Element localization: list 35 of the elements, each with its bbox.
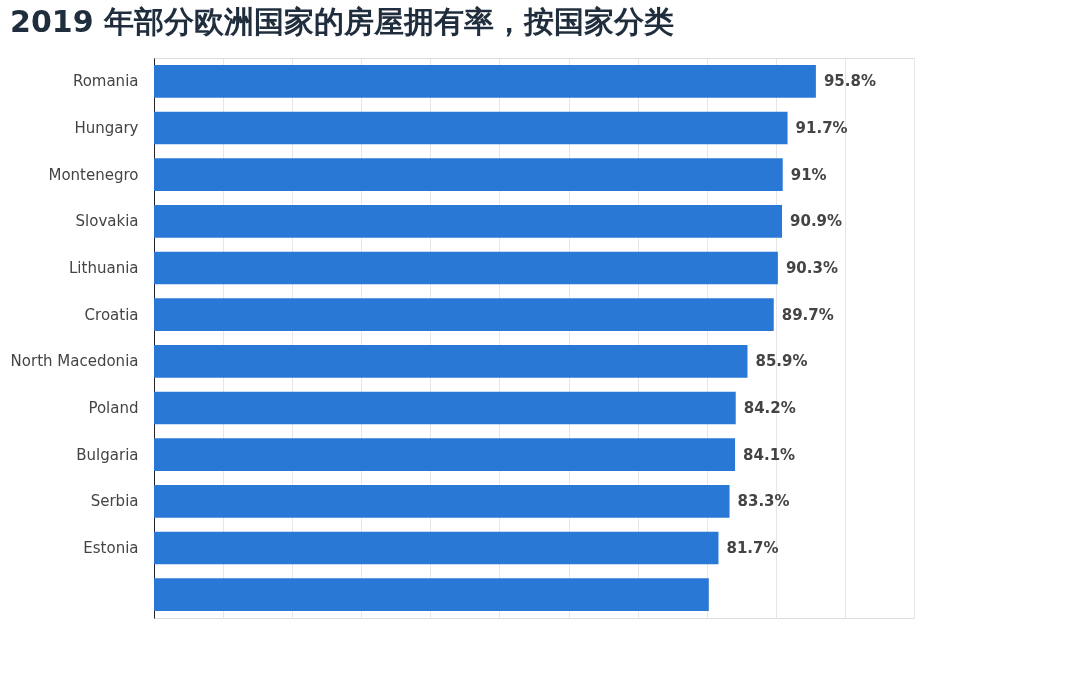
y-tick-label: Estonia [83, 539, 139, 557]
data-label: 84.1% [743, 445, 796, 464]
data-label: 81.7% [726, 539, 779, 557]
bar [154, 111, 788, 145]
bar [154, 251, 778, 285]
y-tick-label: Romania [72, 72, 139, 91]
data-label: 85.9% [755, 352, 808, 371]
data-label: 90.9% [790, 212, 843, 231]
y-tick-label: Hungary [74, 119, 139, 137]
bar [154, 531, 719, 565]
bar [154, 205, 783, 238]
bar [154, 298, 774, 331]
data-label: 89.7% [781, 305, 834, 324]
y-tick-label: Bulgaria [76, 445, 139, 464]
chart-title: 2019 年部分欧洲国家的房屋拥有率，按国家分类 [10, 4, 675, 39]
y-tick-label: Poland [88, 399, 139, 417]
y-tick-label: Lithuania [69, 259, 139, 277]
data-label: 84.2% [743, 399, 796, 417]
data-label: 95.8% [823, 72, 876, 91]
data-label: 91.7% [795, 119, 848, 137]
y-tick-label: Montenegro [48, 165, 139, 184]
data-label: 83.3% [737, 492, 790, 511]
data-label: 91% [790, 165, 827, 184]
bar [154, 391, 736, 425]
bar [154, 158, 783, 191]
bar [154, 345, 748, 378]
bar [154, 438, 736, 471]
y-tick-label: Croatia [84, 305, 139, 324]
y-tick-label: North Macedonia [10, 352, 139, 371]
y-tick-label: Serbia [90, 492, 139, 511]
bar [154, 578, 709, 611]
bar [154, 65, 816, 98]
bar [154, 485, 730, 518]
data-label: 90.3% [785, 259, 838, 277]
y-tick-label: Slovakia [75, 212, 139, 231]
